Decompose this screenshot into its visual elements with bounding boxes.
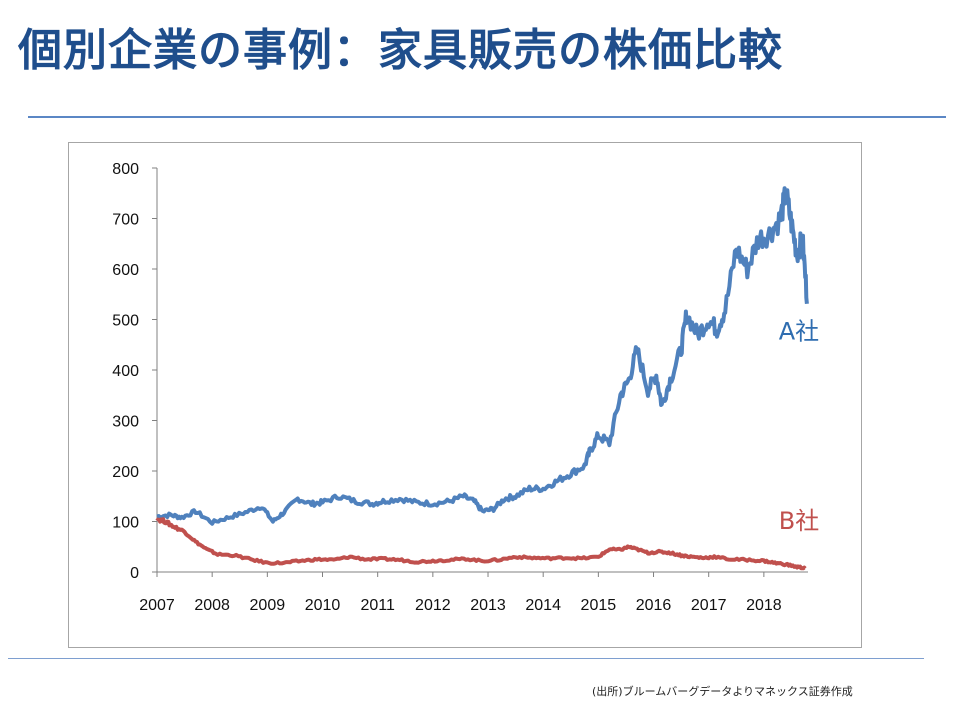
x-tick-label: 2017: [691, 597, 727, 614]
y-tick-label: 0: [130, 565, 139, 582]
series-line-b: [155, 517, 807, 571]
x-tick-label: 2012: [415, 597, 451, 614]
source-note: (出所)ブルームバーグデータよりマネックス証券作成: [592, 685, 853, 698]
y-tick-label: 300: [112, 414, 139, 431]
x-tick-label: 2011: [360, 597, 395, 614]
x-tick-label: 2018: [746, 597, 782, 614]
x-tick-label: 2008: [194, 597, 230, 614]
y-tick-label: 700: [112, 212, 139, 229]
y-tick-label: 600: [112, 262, 139, 279]
x-tick-label: 2016: [636, 597, 672, 614]
y-tick-label: 800: [112, 161, 139, 178]
x-tick-label: 2007: [139, 597, 175, 614]
y-tick-label: 100: [112, 515, 139, 532]
footer-divider: [8, 658, 924, 659]
series-line-a: [156, 186, 809, 526]
x-tick-label: 2014: [525, 597, 561, 614]
x-tick-label: 2009: [250, 597, 286, 614]
x-tick-label: 2010: [305, 597, 341, 614]
series-label-a: A社: [779, 318, 819, 346]
title-divider: [28, 116, 946, 118]
x-tick-label: 2013: [470, 597, 506, 614]
slide-title: 個別企業の事例：家具販売の株価比較: [18, 25, 783, 76]
y-tick-label: 400: [112, 363, 139, 380]
x-tick-label: 2015: [581, 597, 617, 614]
y-tick-label: 500: [112, 313, 139, 330]
y-tick-label: 200: [112, 464, 139, 481]
series-label-b: B社: [779, 507, 819, 535]
chart-frame: [68, 142, 862, 648]
